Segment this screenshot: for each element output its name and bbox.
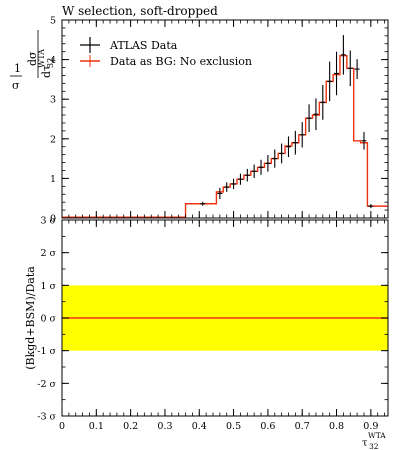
data-point-10: [279, 143, 285, 164]
legend-label-atlas-data: ATLAS Data: [109, 39, 178, 52]
bottom-y-tick-label-1: 2 σ: [40, 248, 56, 259]
data-point-21: [354, 59, 360, 80]
legend: ATLAS Data Data as BG: No exclusion: [80, 37, 252, 68]
x-tick-label-0: 0: [59, 421, 65, 432]
data-point-23: [368, 204, 374, 209]
data-point-18: [334, 51, 340, 96]
x-label-tau: τ: [362, 438, 368, 449]
bottom-y-tick-label-4: -1 σ: [37, 346, 56, 357]
x-tick-label-7: 0.7: [295, 421, 310, 432]
x-tick-label-6: 0.6: [260, 421, 275, 432]
bottom-y-tick-label-0: 3 σ: [40, 216, 56, 227]
bottom-panel: 3 σ2 σ1 σ0 σ-1 σ-2 σ-3 σ0 0.1 0.2 0.3 0.4 0.5…: [37, 216, 389, 432]
x-tick-label-2: 0.2: [123, 421, 138, 432]
data-point-4: [237, 173, 243, 185]
y-label-diff-superscript: WTA: [37, 49, 46, 68]
top-y-tick-label-1: 1: [50, 174, 56, 185]
data-point-12: [292, 130, 298, 155]
data-point-19: [340, 35, 346, 75]
data-point-5: [244, 168, 250, 182]
data-point-16: [320, 84, 326, 120]
x-tick-label-1: 0.1: [89, 421, 104, 432]
data-point-7: [258, 159, 264, 175]
legend-label-data-as-bg: Data as BG: No exclusion: [110, 55, 252, 68]
legend-entry-data-as-bg: Data as BG: No exclusion: [80, 55, 252, 68]
bottom-x-axis-label: τ 32 WTA: [362, 431, 386, 450]
top-panel: 0 1 2 3 4 5: [50, 16, 389, 225]
x-tick-label-9: 0.9: [363, 421, 378, 432]
y-label-fraction-numerator: 1: [14, 62, 21, 75]
x-tick-label-5: 0.5: [226, 421, 241, 432]
series-data-as-bg-histogram: [62, 54, 388, 218]
data-point-15: [313, 98, 319, 131]
y-label-diff-subscript: 32: [46, 58, 55, 68]
x-label-subscript: 32: [369, 442, 379, 450]
y-label-diff-denominator: dτ: [40, 65, 53, 78]
data-point-8: [265, 155, 271, 172]
bottom-y-tick-label-2: 1 σ: [40, 281, 56, 292]
bottom-y-tick-label-6: -3 σ: [37, 412, 56, 423]
y-label-diff-numerator: dσ: [26, 51, 39, 66]
data-point-0: [200, 201, 206, 206]
bottom-y-tick-label-3: 0 σ: [40, 314, 56, 325]
data-point-1: [217, 187, 223, 199]
data-point-22: [361, 132, 367, 150]
data-point-6: [251, 164, 257, 179]
bottom-y-tick-label-5: -2 σ: [37, 379, 56, 390]
data-point-9: [272, 149, 278, 168]
legend-entry-atlas-data: ATLAS Data: [80, 37, 178, 53]
data-point-3: [231, 178, 237, 190]
bottom-y-axis-label: (Bkgd+BSM)/Data: [24, 266, 37, 370]
data-point-14: [306, 104, 312, 133]
data-point-2: [224, 182, 230, 192]
x-tick-label-8: 0.8: [329, 421, 344, 432]
top-y-tick-label-5: 5: [50, 16, 56, 27]
data-point-13: [299, 122, 305, 148]
top-frame: [61, 19, 389, 219]
chart-title: W selection, soft-dropped: [62, 4, 218, 18]
top-y-tick-label-3: 3: [50, 95, 56, 106]
data-point-17: [327, 61, 333, 102]
x-tick-label-3: 0.3: [157, 421, 172, 432]
data-point-20: [347, 50, 353, 87]
top-y-axis-label: 1 σ dσ dτ 32 WTA: [10, 30, 55, 92]
top-y-tick-label-0: 0: [50, 214, 56, 225]
x-label-superscript: WTA: [368, 431, 386, 440]
y-label-fraction-denominator: σ: [12, 79, 20, 92]
top-y-tick-label-2: 2: [50, 134, 56, 145]
data-point-11: [285, 136, 291, 158]
x-tick-label-4: 0.4: [192, 421, 207, 432]
top-y-tick-label-4: 4: [50, 55, 56, 66]
